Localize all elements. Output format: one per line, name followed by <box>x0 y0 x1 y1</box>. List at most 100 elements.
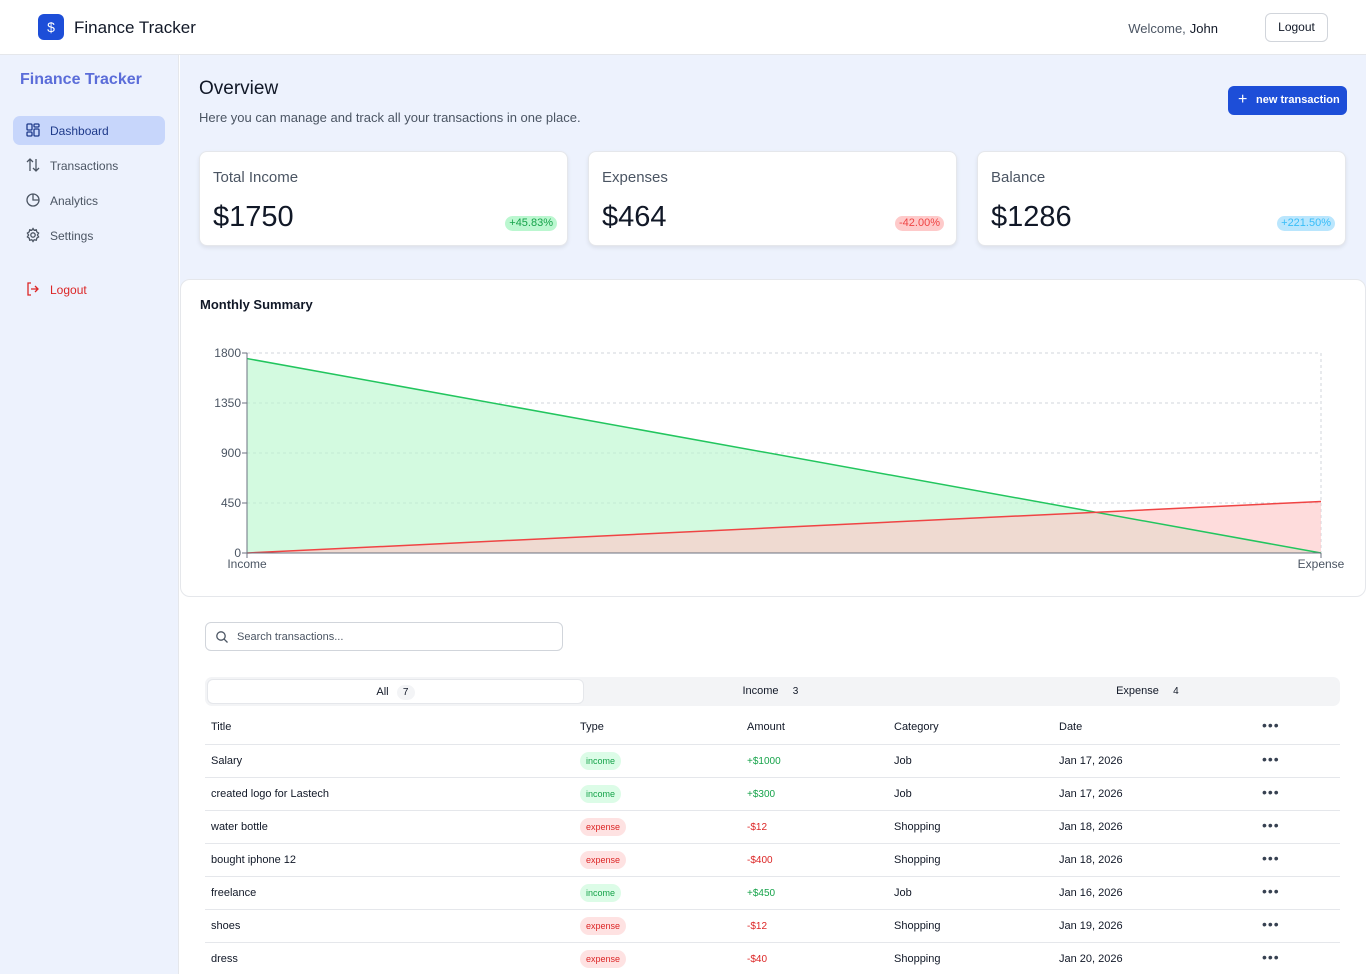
table-row[interactable]: bought iphone 12 expense -$400 Shopping Jan … <box>205 843 1340 876</box>
row-date: Jan 18, 2026 <box>1059 854 1123 866</box>
welcome-message: Welcome, John <box>1128 21 1218 36</box>
sidebar-item-label: Analytics <box>50 194 99 208</box>
row-title: created logo for Lastech <box>211 788 330 800</box>
row-actions-icon[interactable]: ••• <box>1262 949 1280 965</box>
tab-count: 3 <box>792 686 799 697</box>
sidebar-item-settings[interactable]: Settings <box>13 221 165 250</box>
table-row[interactable]: created logo for Lastech income +$300 Job Ja… <box>205 777 1340 810</box>
row-category: Shopping <box>894 920 941 932</box>
table-row[interactable]: dress expense -$40 Shopping Jan 20, 2026 ••• <box>205 942 1340 975</box>
sidebar-item-dashboard[interactable]: Dashboard <box>13 116 165 145</box>
row-actions-icon[interactable]: ••• <box>1262 751 1280 767</box>
card-title: Expenses <box>602 169 668 186</box>
sidebar-item-label: Settings <box>50 229 94 243</box>
row-amount: -$400 <box>747 855 773 866</box>
row-date: Jan 17, 2026 <box>1059 788 1123 800</box>
row-title: bought iphone 12 <box>211 854 297 866</box>
x-tick-label: Expense <box>1298 557 1345 571</box>
column-options-icon[interactable]: ••• <box>1262 717 1280 733</box>
type-badge: income <box>580 752 622 770</box>
search-input[interactable] <box>237 628 552 646</box>
type-badge: expense <box>580 851 627 869</box>
tab-income[interactable]: Income 3 <box>585 679 962 704</box>
row-actions-icon[interactable]: ••• <box>1262 784 1280 800</box>
row-actions-icon[interactable]: ••• <box>1262 916 1280 932</box>
brand-logo-icon: $ <box>38 14 64 40</box>
table-row[interactable]: freelance income +$450 Job Jan 16, 2026 ••• <box>205 876 1340 909</box>
tab-all[interactable]: All 7 <box>207 679 584 704</box>
change-badge: -42.00% <box>895 216 944 231</box>
sidebar-item-label: Transactions <box>50 159 119 173</box>
x-tick-label: Income <box>227 557 267 571</box>
column-header-title[interactable]: Title <box>211 721 232 733</box>
row-date: Jan 20, 2026 <box>1059 953 1123 965</box>
row-amount: -$12 <box>747 822 768 833</box>
column-header-category[interactable]: Category <box>894 721 939 733</box>
row-actions-icon[interactable]: ••• <box>1262 817 1280 833</box>
row-title: freelance <box>211 887 257 899</box>
sidebar-logout-label: Logout <box>50 283 87 297</box>
sidebar-item-analytics[interactable]: Analytics <box>13 186 165 215</box>
row-actions-icon[interactable]: ••• <box>1262 850 1280 866</box>
row-date: Jan 17, 2026 <box>1059 755 1123 767</box>
filter-tabs: All 7 Income 3 Expense 4 <box>205 677 1340 706</box>
row-amount: +$300 <box>747 789 776 800</box>
monthly-summary-chart: 0 450 900 1350 1800 Income Expense <box>214 346 1345 571</box>
type-badge: expense <box>580 818 627 836</box>
change-badge: +221.50% <box>1277 216 1335 231</box>
y-tick-label: 0 <box>234 546 241 560</box>
row-title: Salary <box>211 755 243 767</box>
column-header-amount[interactable]: Amount <box>747 721 785 733</box>
y-tick-label: 1350 <box>214 396 241 410</box>
row-date: Jan 19, 2026 <box>1059 920 1123 932</box>
search-box[interactable] <box>205 622 563 651</box>
tab-expense[interactable]: Expense 4 <box>962 679 1339 704</box>
row-category: Job <box>894 755 912 767</box>
table-row[interactable]: water bottle expense -$12 Shopping Jan 18, 2… <box>205 810 1340 843</box>
tab-count: 7 <box>396 685 415 700</box>
row-date: Jan 16, 2026 <box>1059 887 1123 899</box>
type-badge: expense <box>580 950 627 968</box>
sidebar-title: Finance Tracker <box>20 71 142 88</box>
tab-label: All <box>376 686 389 698</box>
sidebar: Finance Tracker Dashboard Transactions A… <box>0 55 179 974</box>
brand-name: Finance Tracker <box>74 18 196 37</box>
row-title: dress <box>211 953 238 965</box>
sidebar-item-transactions[interactable]: Transactions <box>13 151 165 180</box>
analytics-icon <box>26 193 40 207</box>
column-header-type[interactable]: Type <box>580 721 604 733</box>
new-transaction-label: new transaction <box>1256 94 1340 106</box>
page-title: Overview <box>199 78 279 99</box>
new-transaction-button[interactable]: + new transaction <box>1228 86 1347 115</box>
row-category: Shopping <box>894 854 941 866</box>
column-header-date[interactable]: Date <box>1059 721 1083 733</box>
page-subtitle: Here you can manage and track all your t… <box>199 110 581 125</box>
change-badge: +45.83% <box>505 216 557 231</box>
type-badge: expense <box>580 917 627 935</box>
total-income-card: Total Income $1750 +45.83% <box>199 151 568 246</box>
transactions-icon <box>26 158 40 172</box>
tab-label: Income <box>742 685 779 697</box>
chart-title: Monthly Summary <box>200 297 313 312</box>
series-1-line <box>246 500 1322 554</box>
row-amount: -$40 <box>747 954 768 965</box>
type-badge: income <box>580 884 622 902</box>
header-logout-button[interactable]: Logout <box>1265 13 1328 42</box>
welcome-label: Welcome, <box>1128 21 1186 36</box>
tab-label: Expense <box>1116 685 1159 697</box>
table-row[interactable]: shoes expense -$12 Shopping Jan 19, 2026 ••• <box>205 909 1340 942</box>
row-date: Jan 18, 2026 <box>1059 821 1123 833</box>
table-row[interactable]: Salary income +$1000 Job Jan 17, 2026 ••• <box>205 744 1340 777</box>
sidebar-logout-button[interactable]: Logout <box>13 275 165 304</box>
row-title: water bottle <box>211 821 268 833</box>
user-name: John <box>1189 21 1218 36</box>
card-value: $1286 <box>991 201 1072 233</box>
plus-icon: + <box>1238 91 1248 108</box>
balance-card: Balance $1286 +221.50% <box>977 151 1346 246</box>
y-tick-label: 1800 <box>214 346 241 360</box>
settings-icon <box>26 227 40 243</box>
row-category: Job <box>894 788 912 800</box>
card-value: $1750 <box>213 201 294 233</box>
row-actions-icon[interactable]: ••• <box>1262 883 1280 899</box>
card-title: Total Income <box>213 169 299 186</box>
